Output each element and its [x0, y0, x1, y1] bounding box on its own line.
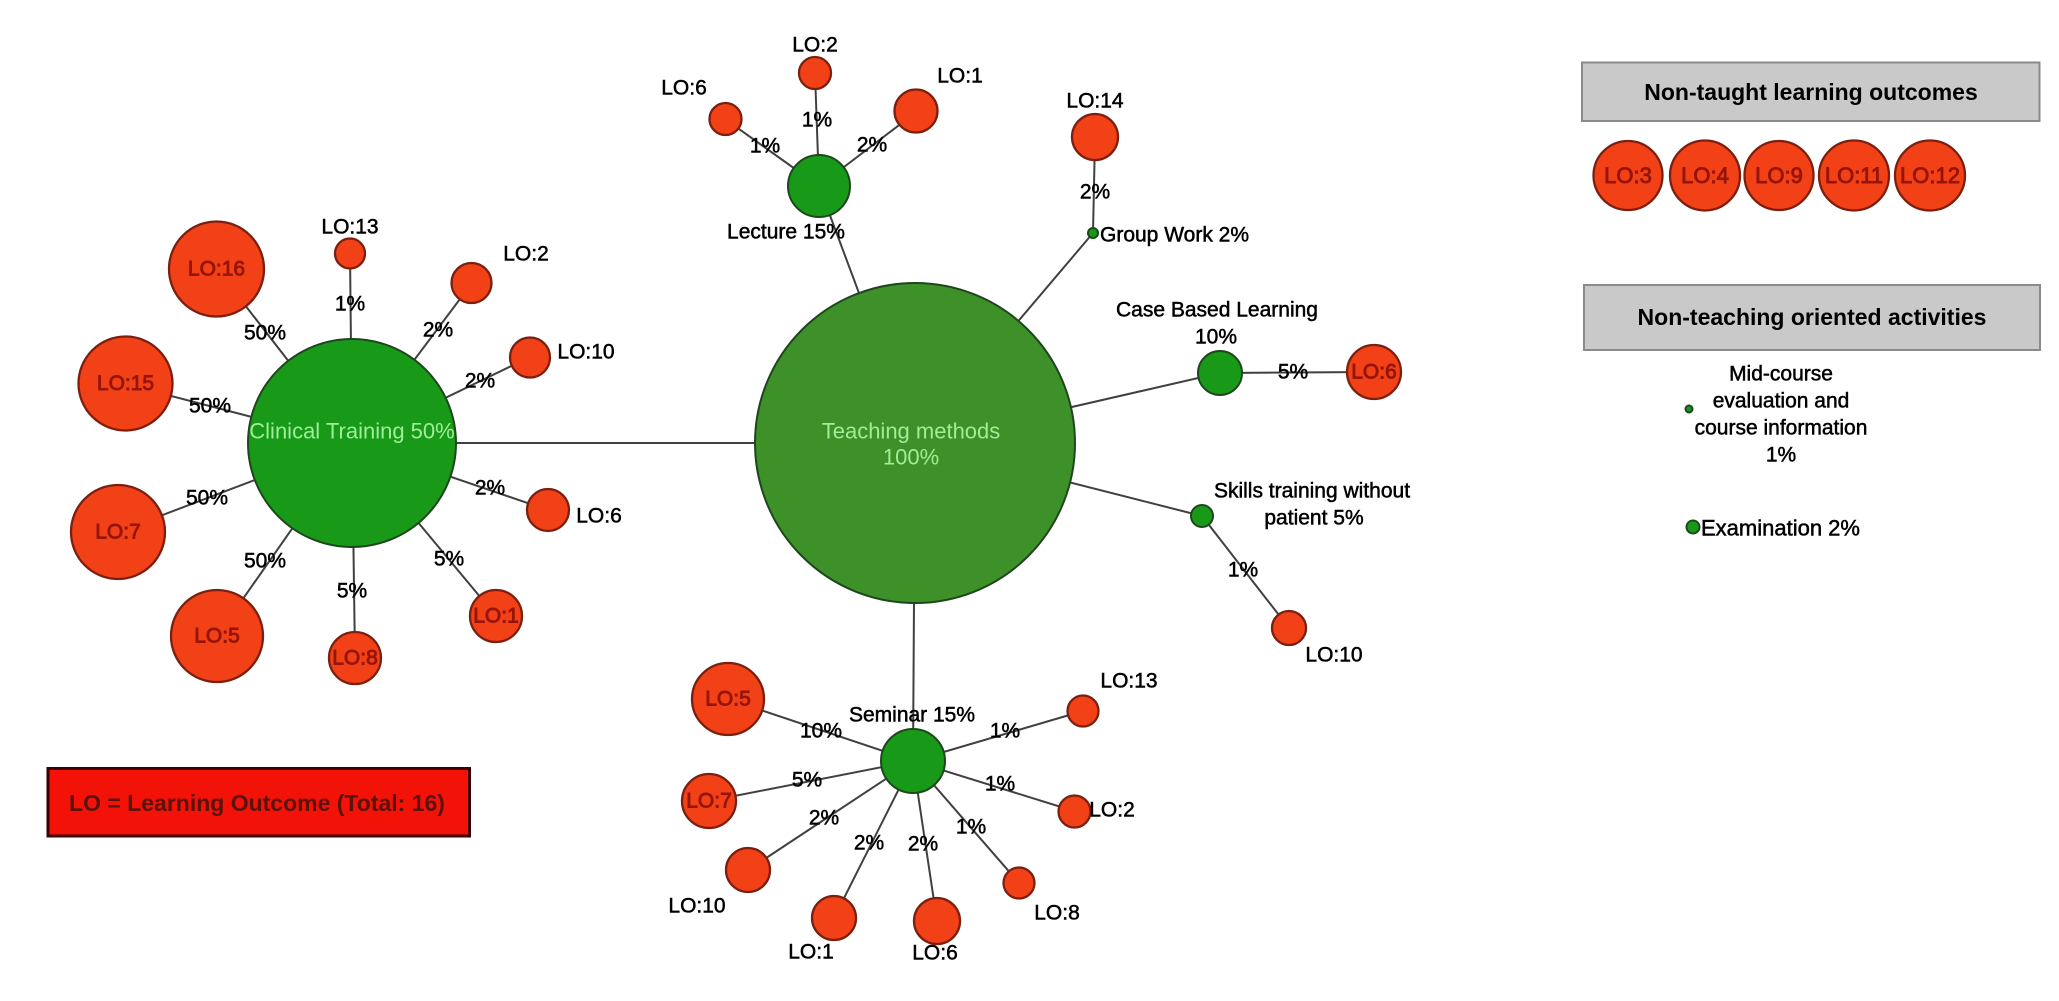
svg-text:1%: 1% [1228, 559, 1258, 582]
svg-text:Non-taught learning outcomes: Non-taught learning outcomes [1644, 79, 1978, 105]
svg-text:LO:10: LO:10 [557, 341, 614, 364]
svg-text:LO:6: LO:6 [576, 505, 622, 528]
svg-text:LO:16: LO:16 [188, 258, 245, 281]
svg-text:5%: 5% [434, 548, 464, 571]
svg-text:5%: 5% [1278, 361, 1308, 384]
svg-text:Case Based Learning: Case Based Learning [1116, 299, 1318, 322]
svg-text:LO:12: LO:12 [1900, 163, 1960, 188]
svg-text:50%: 50% [189, 395, 231, 418]
svg-text:LO:2: LO:2 [792, 34, 838, 57]
svg-text:course information: course information [1695, 417, 1868, 440]
svg-text:LO:9: LO:9 [1755, 163, 1803, 188]
svg-text:100%: 100% [883, 445, 939, 470]
svg-text:50%: 50% [244, 550, 286, 573]
svg-text:1%: 1% [750, 135, 780, 158]
svg-text:Mid-course: Mid-course [1729, 363, 1833, 386]
svg-text:LO:8: LO:8 [1034, 902, 1080, 925]
svg-text:LO:14: LO:14 [1066, 90, 1124, 113]
svg-text:LO:10: LO:10 [668, 895, 725, 918]
svg-text:LO:8: LO:8 [332, 647, 378, 670]
svg-text:1%: 1% [956, 816, 986, 839]
svg-text:2%: 2% [809, 807, 839, 830]
svg-text:LO:3: LO:3 [1604, 163, 1652, 188]
svg-text:10%: 10% [800, 720, 842, 743]
svg-text:LO:2: LO:2 [1089, 799, 1135, 822]
svg-text:1%: 1% [1766, 444, 1796, 467]
svg-text:LO:10: LO:10 [1305, 644, 1362, 667]
svg-text:LO:5: LO:5 [194, 625, 240, 648]
svg-text:LO:7: LO:7 [686, 790, 732, 813]
svg-text:1%: 1% [985, 773, 1015, 796]
svg-text:Seminar 15%: Seminar 15% [849, 704, 975, 727]
svg-text:LO = Learning Outcome (Total:: LO = Learning Outcome (Total: 16) [69, 790, 445, 816]
svg-text:LO:1: LO:1 [788, 941, 834, 964]
svg-text:LO:15: LO:15 [97, 372, 154, 395]
svg-text:50%: 50% [244, 322, 286, 345]
svg-text:2%: 2% [475, 477, 505, 500]
svg-text:LO:6: LO:6 [912, 942, 958, 965]
svg-text:1%: 1% [802, 109, 832, 132]
svg-text:LO:11: LO:11 [1825, 163, 1883, 188]
svg-text:LO:1: LO:1 [937, 65, 983, 88]
svg-text:5%: 5% [337, 580, 367, 603]
svg-text:5%: 5% [792, 769, 822, 792]
svg-text:2%: 2% [908, 833, 938, 856]
svg-text:Non-teaching oriented activiti: Non-teaching oriented activities [1638, 304, 1987, 330]
svg-text:LO:6: LO:6 [661, 77, 707, 100]
svg-text:LO:6: LO:6 [1351, 361, 1397, 384]
svg-text:LO:13: LO:13 [1100, 670, 1157, 693]
svg-text:50%: 50% [186, 487, 228, 510]
svg-text:LO:13: LO:13 [321, 216, 378, 239]
svg-text:1%: 1% [335, 293, 365, 316]
svg-text:patient 5%: patient 5% [1264, 507, 1363, 530]
svg-text:2%: 2% [1080, 181, 1110, 204]
svg-text:LO:2: LO:2 [503, 243, 549, 266]
svg-text:Group Work 2%: Group Work 2% [1100, 224, 1249, 247]
svg-text:2%: 2% [854, 832, 884, 855]
svg-text:Lecture 15%: Lecture 15% [727, 221, 845, 244]
svg-text:LO:7: LO:7 [95, 521, 141, 544]
svg-text:2%: 2% [857, 134, 887, 157]
svg-text:Skills training without: Skills training without [1214, 480, 1410, 503]
svg-text:LO:1: LO:1 [473, 605, 519, 628]
svg-text:LO:4: LO:4 [1681, 163, 1729, 188]
svg-text:evaluation and: evaluation and [1713, 390, 1850, 413]
svg-text:10%: 10% [1195, 326, 1237, 349]
svg-text:2%: 2% [465, 370, 495, 393]
svg-text:Clinical Training 50%: Clinical Training 50% [249, 419, 454, 444]
svg-text:Examination 2%: Examination 2% [1701, 516, 1860, 541]
svg-text:Teaching methods: Teaching methods [822, 419, 1001, 444]
svg-text:2%: 2% [423, 319, 453, 342]
svg-text:1%: 1% [990, 720, 1020, 743]
svg-text:LO:5: LO:5 [705, 688, 751, 711]
